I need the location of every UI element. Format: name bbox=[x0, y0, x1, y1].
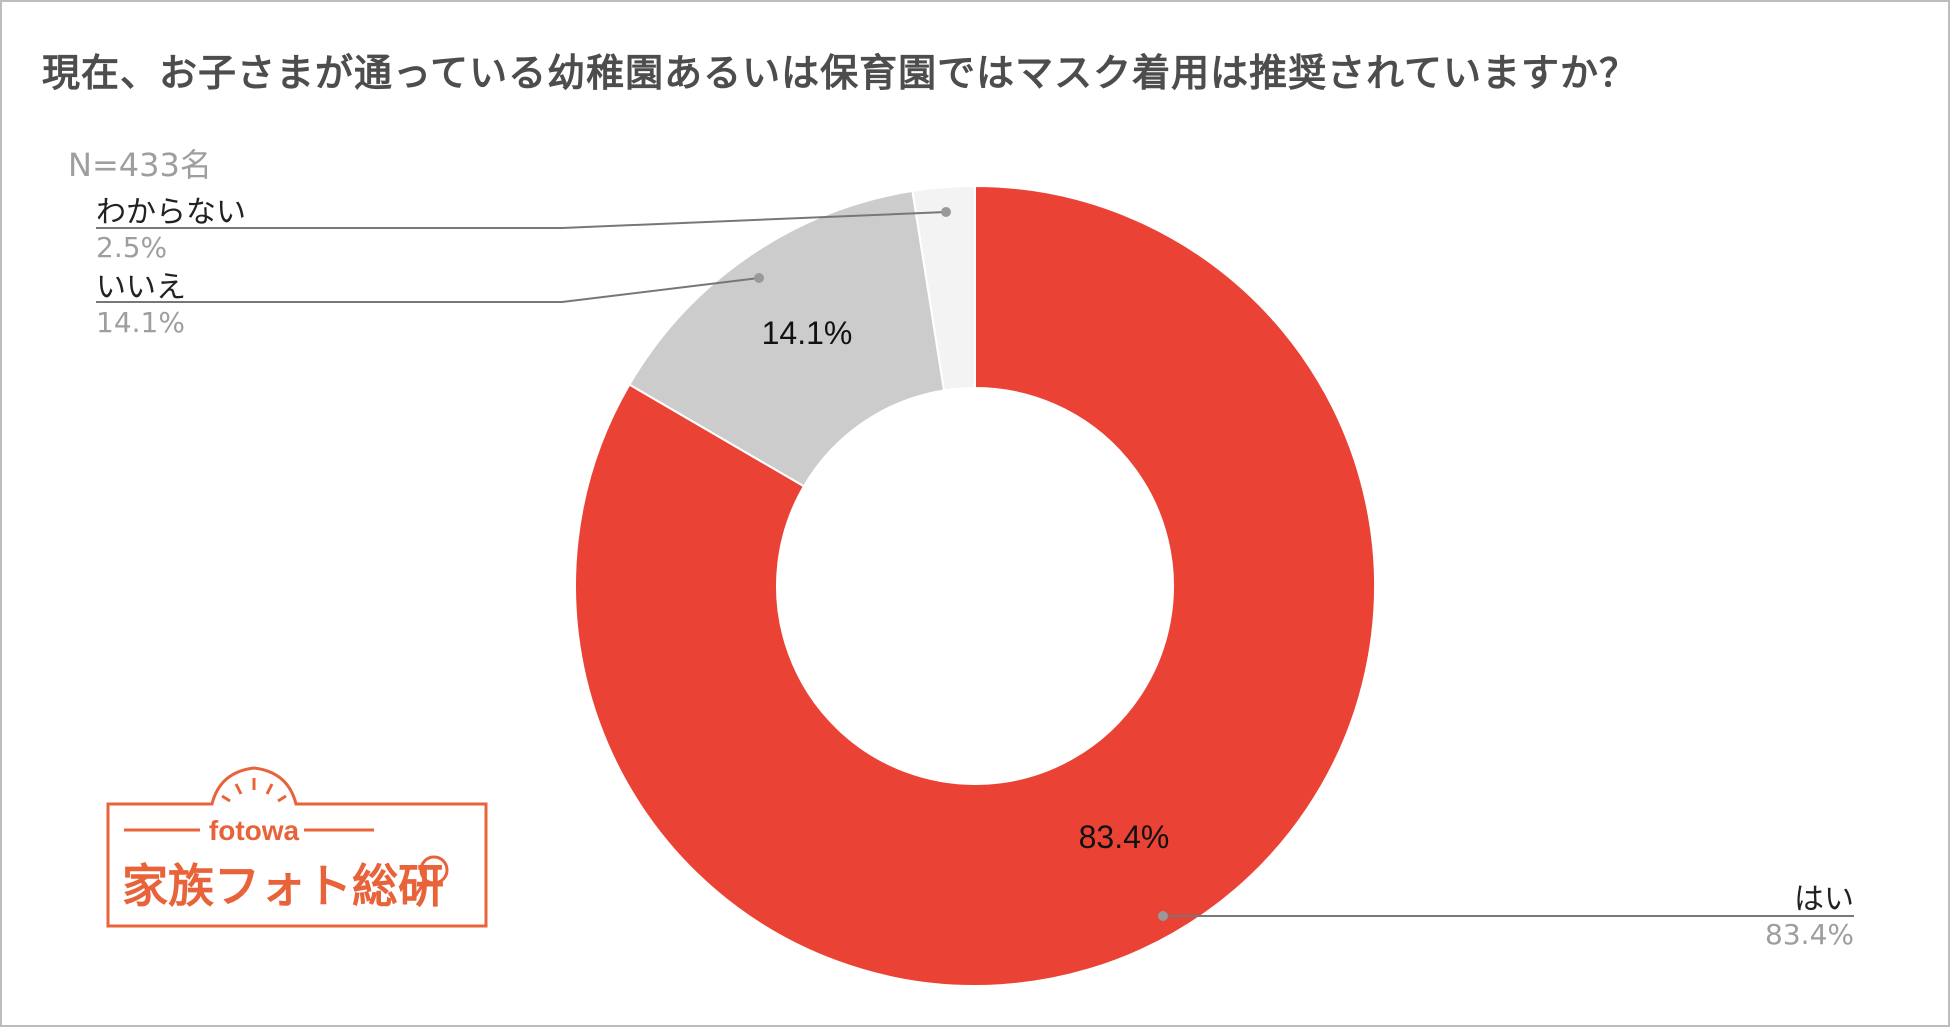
legend-pct-hai: 83.4% bbox=[1765, 918, 1854, 951]
leader-dot-hai bbox=[1158, 911, 1168, 921]
legend-pct-wakaranai: 2.5% bbox=[96, 231, 168, 264]
leader-dot-wakaranai bbox=[941, 207, 951, 217]
slice-hai bbox=[574, 184, 1376, 987]
data-label-iie: 14.1% bbox=[762, 315, 853, 351]
data-label-hai: 83.4% bbox=[1079, 819, 1170, 855]
leader-line-wakaranai bbox=[96, 211, 947, 229]
fotowa-logo: fotowa 家族フォト総研 bbox=[106, 766, 488, 928]
leader-line-iie bbox=[96, 277, 760, 303]
slice-wakaranai bbox=[911, 184, 976, 392]
logo-name-text: 家族フォト総研 bbox=[122, 859, 444, 913]
sample-size-note: N=433名 bbox=[68, 146, 212, 184]
logo-brand-text: fotowa bbox=[209, 815, 300, 846]
legend-label-wakaranai: わからない bbox=[96, 195, 246, 230]
chart-title: 現在、お子さまが通っている幼稚園あるいは保育園ではマスク着用は推奨されていますか… bbox=[42, 51, 1638, 95]
legend-pct-iie: 14.1% bbox=[96, 306, 185, 339]
leader-dot-iie bbox=[754, 273, 764, 283]
legend-label-hai: はい bbox=[1794, 882, 1854, 917]
legend-label-iie: いいえ bbox=[96, 270, 186, 305]
slice-iie bbox=[628, 189, 946, 488]
